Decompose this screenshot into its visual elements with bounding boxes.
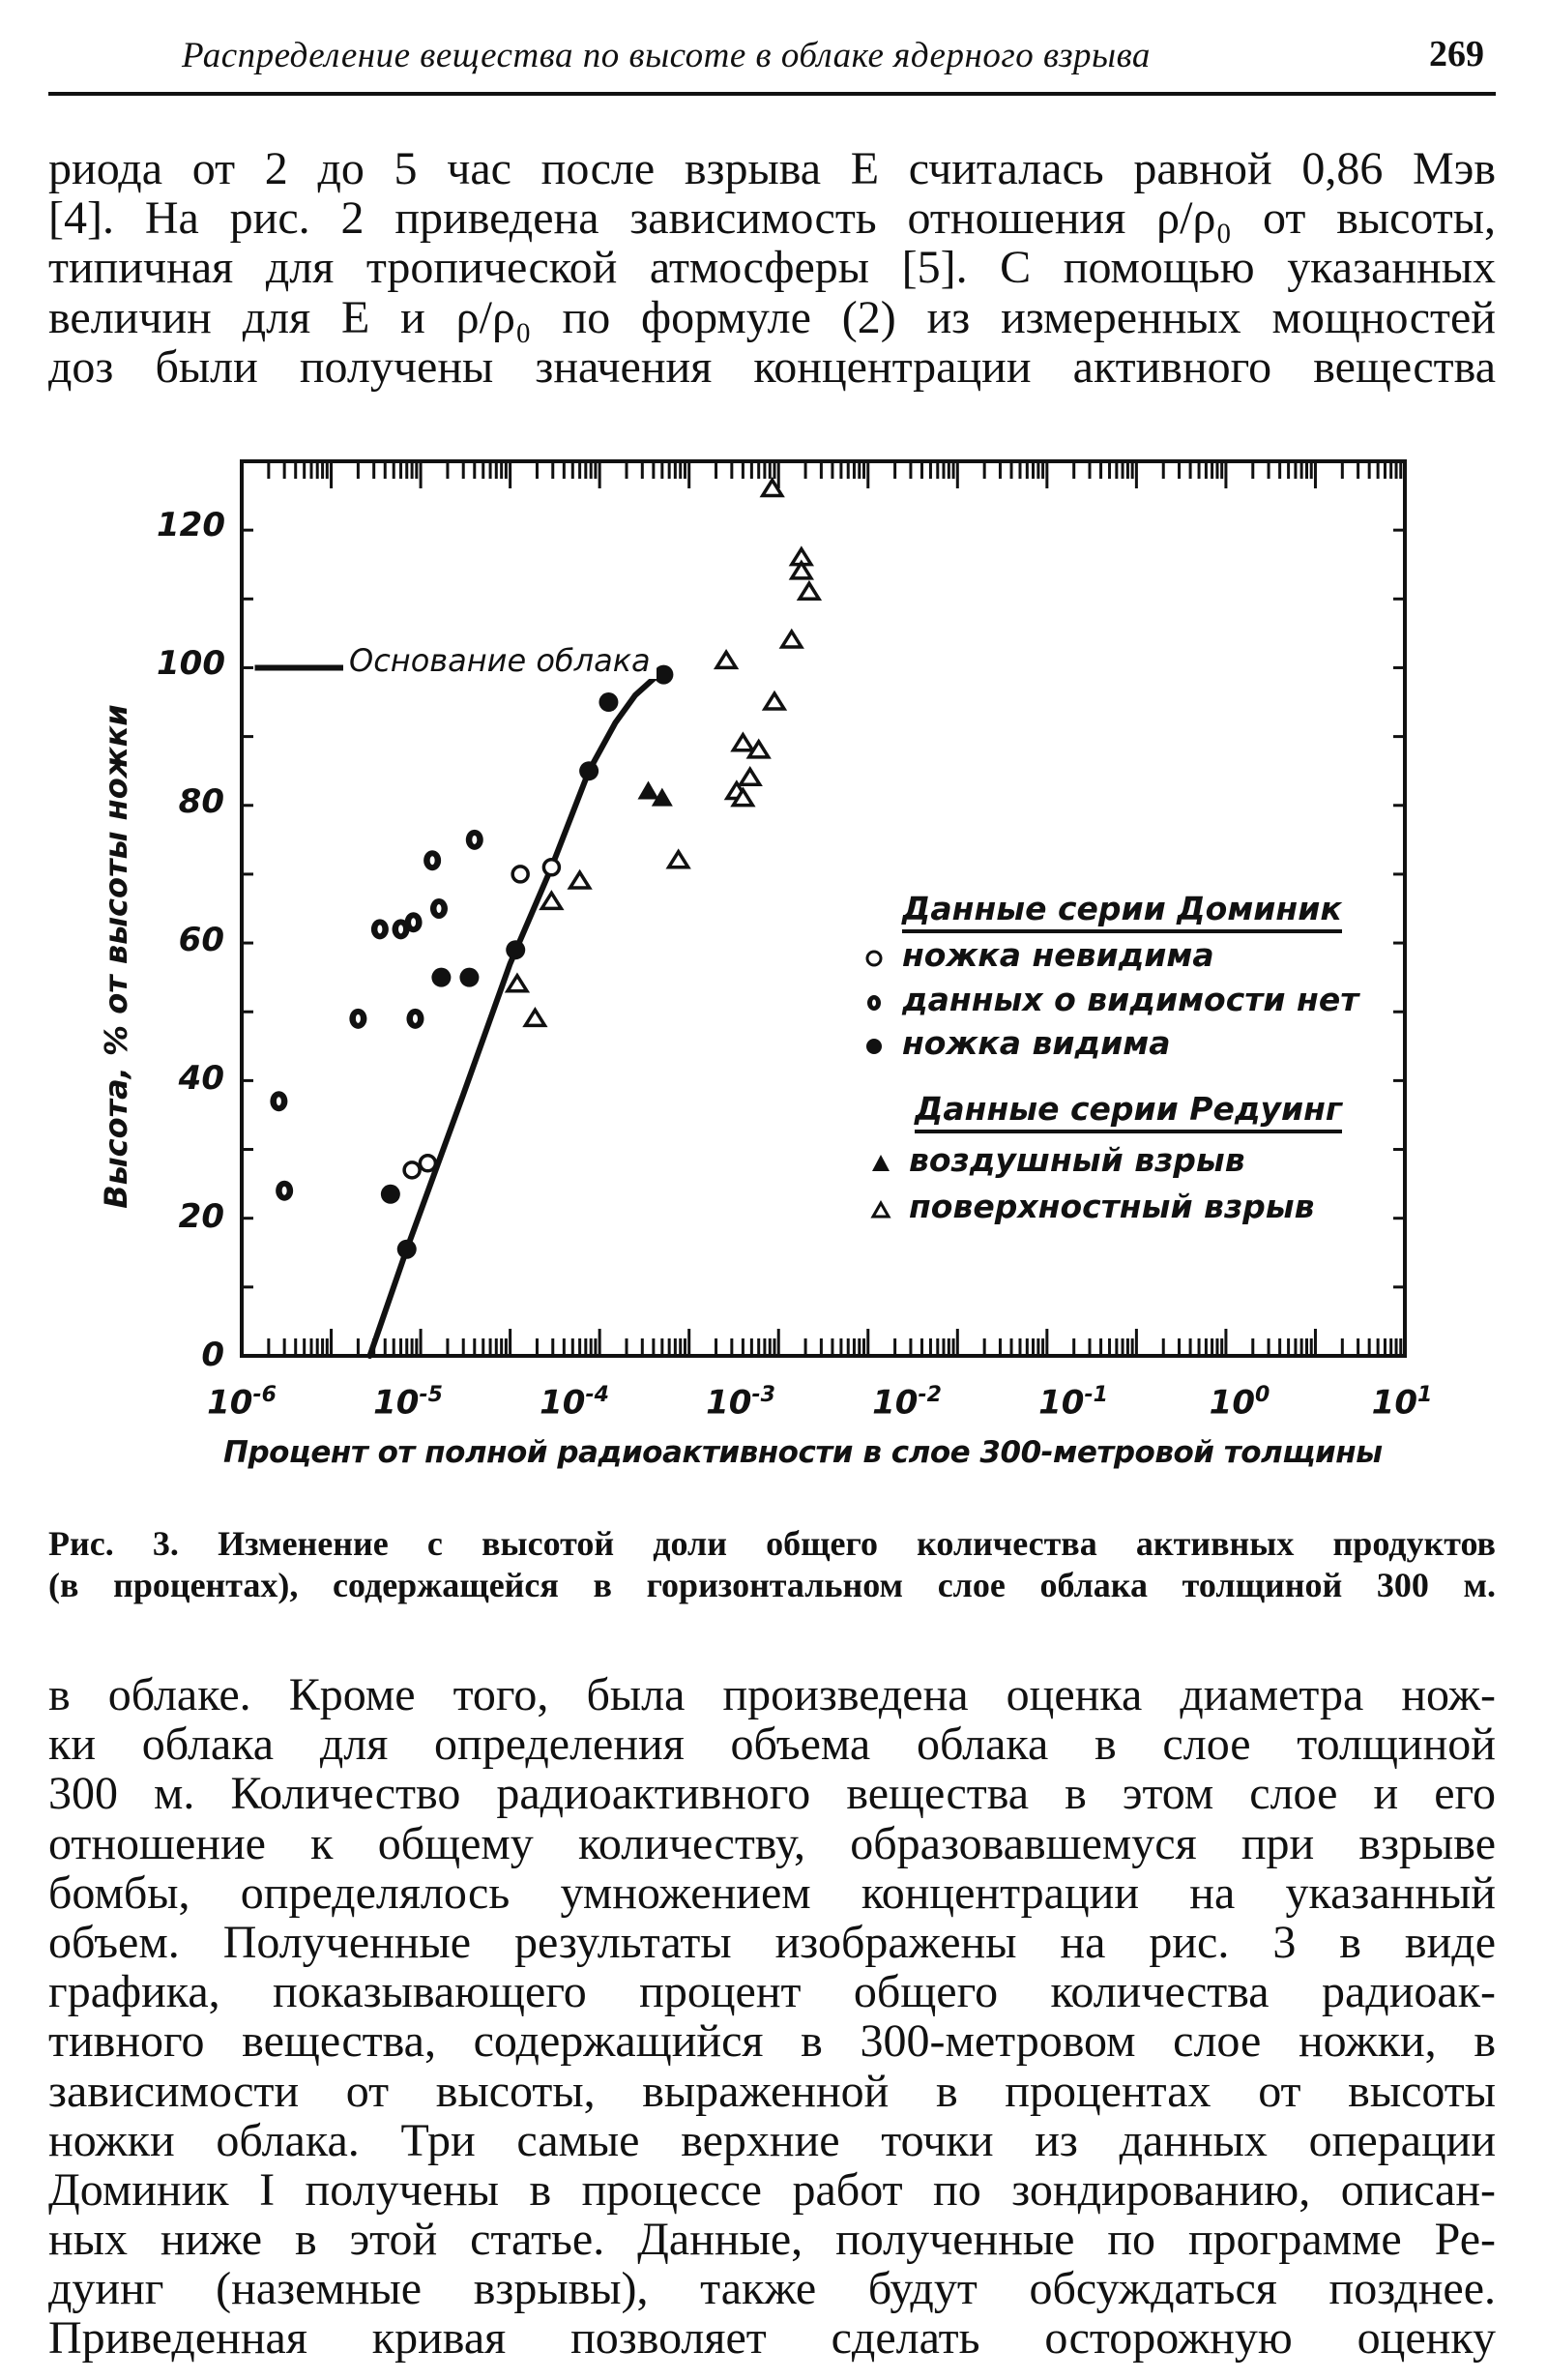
data-point-open-triangle [778,628,804,649]
y-tick-label: 40 [178,1059,224,1098]
data-point-open-triangle [713,649,740,670]
legend-item: ножка видима [866,1024,1171,1062]
text-line: Приведенная кривая позволяет сделать ост… [48,2312,1496,2365]
text-line: доз были получены значения концентрации … [48,340,1496,393]
text-line: графика, показывающего процент общего ко… [48,1966,1496,2018]
data-point-ring-center [412,1014,418,1023]
data-point-open-triangle [522,1007,548,1028]
x-tick-label: 100 [1209,1383,1270,1423]
data-point-ring-center [377,925,383,934]
text-line: [4]. На рис. 2 приведена зависимость отн… [48,192,1496,245]
text-line: ки облака для определения объема облака … [48,1719,1496,1771]
data-point-open-triangle [567,868,593,890]
data-point-open-triangle [788,559,815,580]
data-point-ring-center [398,925,404,934]
text-line: ножки облака. Три самые верхние точки из… [48,2114,1496,2166]
data-point-ring-center [411,918,417,927]
legend-item: ножка невидима [865,936,1214,974]
data-point-filled-circle [579,761,599,781]
data-point-open-triangle [504,972,531,993]
text-line: бомбы, определялось умножением концентра… [48,1866,1496,1919]
x-tick-label: 10-2 [872,1383,942,1423]
ring-circle-marker-icon [867,995,881,1011]
text-line: Доминик I получены в процессе работ по з… [48,2163,1496,2216]
text-line: риода от 2 до 5 час после взрыва E счита… [48,143,1496,194]
text-line: типичная для тропической атмосферы [5]. … [48,242,1496,294]
legend-item: воздушный взрыв [872,1141,1245,1179]
data-point-open-triangle [759,477,785,498]
x-tick-label: 10-4 [540,1383,609,1423]
paragraph-bottom: в облаке. Кроме того, была произведена о… [48,1670,1496,2364]
open-circle-marker-icon [865,950,883,967]
data-point-open-triangle [761,690,788,711]
data-point-ring-center [281,1186,287,1195]
y-tick-label: 80 [178,782,224,821]
text-line: ных ниже в этой статье. Данные, полученн… [48,2214,1496,2266]
text-line: зависимости от высоты, выраженной в проц… [48,2065,1496,2117]
data-point-open-triangle [665,848,691,869]
text-line: отношение к общему количеству, образовав… [48,1817,1496,1869]
text-line: объем. Полученные результаты изображены … [48,1916,1496,1968]
data-point-ring-center [429,856,435,866]
x-tick-label: 10-1 [1038,1383,1108,1423]
y-tick-label: 20 [178,1197,224,1236]
legend-item: данных о видимости нет [867,981,1358,1018]
data-point-filled-circle [459,967,480,987]
plot-frame [240,459,1407,1358]
data-point-ring-center [276,1097,281,1106]
open-triangle-marker-icon [870,1199,891,1219]
x-tick-label: 10-5 [373,1383,443,1423]
caption-line: Рис. 3. Изменение с высотой доли общего … [48,1524,1496,1563]
caption-line: (в процентах), содержащейся в горизонтал… [48,1566,1496,1604]
figure-caption: Рис. 3. Изменение с высотой доли общего … [48,1523,1496,1606]
x-tick-label: 10-6 [207,1383,277,1423]
y-tick-label: 60 [178,921,224,959]
data-point-ring-center [472,835,478,844]
data-point-ring-center [436,904,442,913]
y-tick-label: 0 [201,1336,224,1374]
data-point-filled-triangle [651,787,673,807]
data-point-open-triangle [796,579,823,601]
legend-title-redwing: Данные серии Редуинг [915,1090,1343,1133]
data-point-open-circle [402,1161,422,1180]
cloud-base-label: Основание облака [343,642,657,679]
legend-title-dominic: Данные серии Доминик [902,890,1342,933]
text-line: 300 м. Количество радиоактивного веществ… [48,1768,1496,1820]
filled-triangle-marker-icon [872,1155,890,1171]
data-point-open-triangle [730,786,756,808]
running-header-title: Распределение вещества по высоте в облак… [182,36,1151,75]
text-line: величин для E и ρ/ρ₀ по формуле (2) из и… [48,291,1496,343]
text-line: тивного вещества, содержащийся в 300-мет… [48,2015,1496,2068]
y-tick-label: 120 [157,506,225,544]
x-tick-label: 10-3 [706,1383,775,1423]
data-point-ring-center [355,1014,361,1023]
paragraph-top: риода от 2 до 5 час после взрыва E счита… [48,144,1496,392]
data-point-open-circle [511,865,530,884]
data-point-open-triangle [730,731,756,752]
y-axis-label: Высота, % от высоты ножки [98,704,134,1209]
data-point-filled-circle [431,967,452,987]
page-number: 269 [1429,34,1484,74]
data-point-filled-circle [380,1184,400,1204]
text-line: дуинг (наземные взрывы), также будут обс… [48,2263,1496,2315]
x-tick-label: 101 [1371,1383,1433,1423]
data-point-open-triangle [737,766,763,787]
data-point-filled-circle [396,1239,417,1259]
legend-item: поверхностный взрыв [870,1188,1314,1225]
data-point-open-triangle [745,738,772,759]
y-tick-label: 100 [157,644,225,683]
data-point-open-circle [418,1154,438,1173]
data-point-open-triangle [539,890,565,911]
header-rule [48,92,1496,96]
filled-circle-marker-icon [866,1039,882,1054]
data-point-filled-circle [598,692,619,713]
text-line: в облаке. Кроме того, была произведена о… [48,1669,1496,1720]
data-point-filled-circle [506,940,526,960]
data-point-open-circle [541,858,562,877]
x-axis-label: Процент от полной радиоактивности в слое… [223,1435,1383,1470]
data-point-filled-triangle [637,780,659,800]
data-point-filled-circle [654,664,674,685]
